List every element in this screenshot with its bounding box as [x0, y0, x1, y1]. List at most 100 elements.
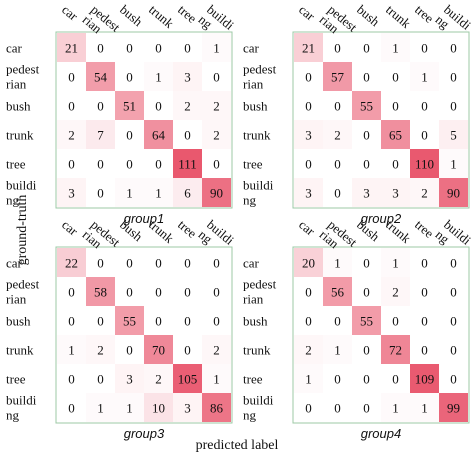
cell-value: 0 [184, 256, 191, 271]
matrix-cell-r0-c1 [323, 33, 352, 62]
matrix-cell-r1-c5 [439, 62, 468, 91]
matrix-frame [292, 31, 470, 209]
cell-value: 0 [392, 157, 399, 172]
row-label: buildi ng [6, 178, 37, 208]
cell-value: 3 [68, 186, 75, 201]
matrix-cell-r3-c5 [439, 120, 468, 149]
matrix-cell-r1-c5 [439, 277, 468, 306]
cell-value: 1 [421, 401, 428, 416]
row-label: pedest rian [243, 277, 277, 307]
cell-value: 2 [97, 343, 104, 358]
row-label: pedest rian [243, 62, 277, 92]
panel-title: group4 [361, 426, 401, 441]
matrix-cell-r0-c1 [86, 248, 115, 277]
row-label: car [6, 256, 23, 271]
cell-value: 2 [184, 99, 191, 114]
row-label: buildi ng [243, 178, 274, 208]
cell-value: 0 [450, 285, 457, 300]
cell-value: 0 [155, 285, 162, 300]
matrix-cell-r5-c0 [57, 393, 86, 422]
matrix-cell-r3-c4 [173, 120, 202, 149]
cell-value: 99 [447, 401, 460, 416]
matrix-cell-r5-c1 [323, 178, 352, 207]
cell-value: 0 [97, 314, 104, 329]
matrix-cell-r4-c4 [173, 364, 202, 393]
matrix-cell-r0-c3 [381, 33, 410, 62]
x-axis-label: predicted label [195, 438, 279, 453]
cell-value: 3 [305, 186, 312, 201]
matrix-cell-r4-c4 [410, 149, 439, 178]
matrix-cell-r1-c3 [381, 62, 410, 91]
matrix-cell-r0-c1 [86, 33, 115, 62]
cell-value: 0 [155, 157, 162, 172]
row-label: trunk [243, 128, 271, 143]
matrix-cell-r4-c5 [439, 364, 468, 393]
matrix-cell-r3-c0 [294, 335, 323, 364]
cell-value: 0 [392, 70, 399, 85]
cell-value: 57 [331, 70, 345, 85]
cell-value: 0 [184, 128, 191, 143]
cell-value: 0 [155, 41, 162, 56]
matrix-cell-r4-c1 [86, 149, 115, 178]
cell-value: 0 [305, 99, 312, 114]
cell-value: 0 [450, 372, 457, 387]
cell-value: 0 [392, 372, 399, 387]
matrix-cell-r2-c0 [294, 306, 323, 335]
cell-value: 1 [392, 401, 399, 416]
matrix-cell-r1-c2 [115, 62, 144, 91]
matrix-cell-r1-c3 [381, 277, 410, 306]
cell-value: 21 [302, 41, 315, 56]
matrix-cell-r0-c4 [410, 248, 439, 277]
matrix-cell-r4-c0 [57, 149, 86, 178]
cell-value: 90 [447, 186, 460, 201]
matrix-frame [55, 31, 233, 209]
matrix-cell-r4-c3 [381, 364, 410, 393]
cell-value: 2 [392, 285, 399, 300]
matrix-cell-r2-c1 [323, 306, 352, 335]
cell-value: 0 [305, 157, 312, 172]
matrix-cell-r4-c4 [410, 364, 439, 393]
matrix-cell-r3-c4 [410, 120, 439, 149]
matrix-cell-r1-c5 [202, 277, 231, 306]
col-label: bush [354, 217, 383, 245]
matrix-cell-r2-c1 [86, 91, 115, 120]
matrix-cell-r5-c2 [352, 178, 381, 207]
row-label: trunk [243, 343, 271, 358]
cell-value: 1 [126, 401, 133, 416]
matrix-cell-r4-c3 [144, 149, 173, 178]
matrix-cell-r1-c5 [202, 62, 231, 91]
matrix-cell-r0-c4 [173, 248, 202, 277]
cell-value: 0 [363, 372, 370, 387]
matrix-cell-r0-c3 [144, 248, 173, 277]
cell-value: 0 [68, 99, 75, 114]
cell-value: 110 [415, 157, 434, 172]
cell-value: 3 [184, 401, 191, 416]
row-label: car [243, 41, 260, 56]
cell-value: 0 [421, 343, 428, 358]
matrix-cell-r4-c2 [352, 149, 381, 178]
matrix-cell-r2-c3 [381, 306, 410, 335]
matrix-cell-r0-c0 [294, 33, 323, 62]
matrix-cell-r4-c2 [352, 364, 381, 393]
cell-value: 51 [123, 99, 136, 114]
matrix-cell-r4-c4 [173, 149, 202, 178]
matrix-cell-r1-c2 [352, 62, 381, 91]
row-label: pedest rian [6, 277, 40, 307]
cell-value: 0 [334, 372, 341, 387]
matrix-cell-r1-c0 [294, 277, 323, 306]
cell-value: 0 [450, 256, 457, 271]
cell-value: 86 [210, 401, 224, 416]
cell-value: 2 [334, 128, 341, 143]
matrix-cell-r0-c5 [439, 248, 468, 277]
cell-value: 10 [152, 401, 165, 416]
matrix-cell-r5-c5 [202, 178, 231, 207]
row-label: buildi ng [243, 393, 274, 423]
matrix-cell-r3-c1 [86, 120, 115, 149]
cell-value: 0 [363, 41, 370, 56]
cell-value: 0 [363, 285, 370, 300]
col-label: bush [117, 217, 146, 245]
cell-value: 5 [450, 128, 457, 143]
matrix-cell-r2-c1 [86, 306, 115, 335]
confusion-matrix-group2: 21 0 0 1 0 0 0 57 0 0 1 0 0 0 55 0 0 0 3 2 0 65 0 5 0 0 0 0 110 1 3 0 3 3… [243, 2, 474, 226]
cell-value: 0 [126, 256, 133, 271]
